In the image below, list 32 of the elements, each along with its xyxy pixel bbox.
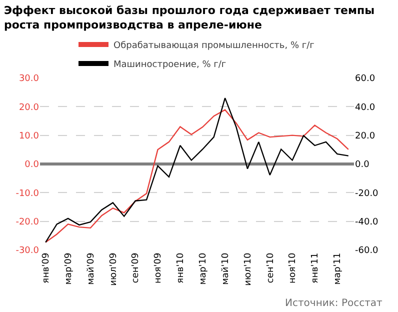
- y-tick-label: -10.0: [16, 188, 40, 199]
- x-tick-label: янв'11: [310, 252, 321, 284]
- y2-tick-label: 40.0: [355, 102, 376, 113]
- x-tick-label: мар'11: [333, 252, 344, 285]
- y-tick-label: -20.0: [16, 217, 40, 228]
- y2-tick-label: 60.0: [355, 74, 376, 84]
- y-tick-label: 10.0: [18, 131, 40, 142]
- chart-title: Эффект высокой базы прошлого года сдерживает темпы роста промпроизводства в апреле-июне: [4, 4, 375, 32]
- x-tick-label: янв'10: [176, 252, 186, 284]
- y2-tick-label: -20.0: [355, 188, 379, 199]
- y2-tick-label: 20.0: [355, 131, 376, 142]
- x-tick-label: июл'10: [243, 252, 254, 286]
- x-tick-label: сен'10: [266, 252, 276, 284]
- x-tick-label: ноя'09: [154, 252, 164, 284]
- legend-label: Обрабатывающая промышленность, % г/г: [114, 41, 315, 52]
- y-tick-label: 30.0: [18, 74, 40, 84]
- y2-tick-label: 0.0: [355, 160, 370, 170]
- x-tick-label: ноя'10: [288, 252, 298, 284]
- x-tick-label: июл'09: [108, 252, 119, 286]
- text: Источник: Росстат: [285, 298, 383, 309]
- x-tick-label: май'10: [220, 252, 231, 285]
- legend-label: Машиностроение, % г/г: [114, 60, 226, 70]
- x-tick-label: мар'09: [64, 252, 74, 285]
- x-tick-label: янв'09: [42, 252, 52, 284]
- x-tick-label: сен'09: [131, 252, 142, 284]
- x-tick-label: май'09: [86, 252, 96, 285]
- y-tick-label: 20.0: [18, 102, 40, 113]
- y-tick-label: -30.0: [16, 246, 40, 256]
- x-tick-label: мар'10: [198, 252, 209, 285]
- y-tick-label: 0.0: [24, 160, 40, 170]
- y2-tick-label: -40.0: [355, 217, 379, 228]
- y2-tick-label: -60.0: [355, 246, 379, 256]
